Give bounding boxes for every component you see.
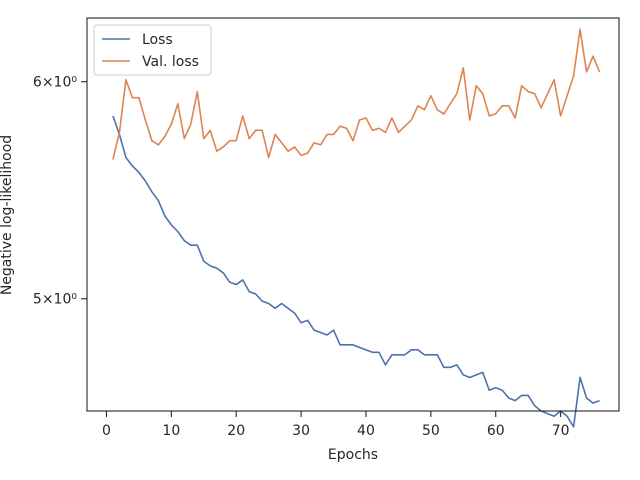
x-tick-label-0: 0 (102, 423, 111, 439)
x-tick-label-10: 10 (162, 423, 180, 439)
x-tick-label-70: 70 (552, 423, 570, 439)
legend-val-loss-label: Val. loss (142, 54, 199, 70)
legend-loss-label: Loss (142, 32, 173, 48)
y-axis-label: Negative log-likelihood (0, 135, 15, 295)
x-axis-label: Epochs (328, 447, 378, 463)
series-line-loss (112, 115, 600, 428)
plot-frame (86, 17, 620, 412)
x-tick-label-40: 40 (357, 423, 375, 439)
x-tick-label-20: 20 (227, 423, 245, 439)
x-tick-label-30: 30 (292, 423, 310, 439)
ticks-layer: 0 10 20 30 40 50 60 70 5×10⁰ 6×10⁰ (33, 75, 570, 439)
x-tick-label-60: 60 (487, 423, 505, 439)
series-line-val-loss (112, 28, 601, 160)
y-tick-label-5: 5×10⁰ (33, 292, 77, 308)
y-tick-label-6: 6×10⁰ (33, 75, 77, 91)
legend: Loss Val. loss (93, 24, 212, 76)
plot-area (87, 18, 619, 411)
series-layer (112, 28, 601, 428)
legend-box (93, 24, 212, 76)
x-tick-label-50: 50 (422, 423, 440, 439)
